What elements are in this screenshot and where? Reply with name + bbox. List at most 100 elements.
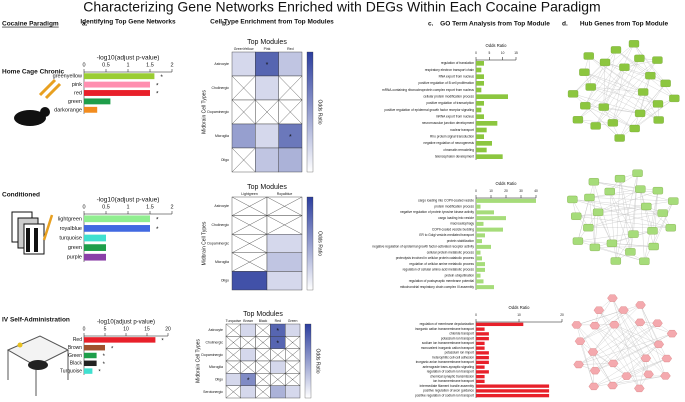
network-node bbox=[604, 187, 615, 196]
y-tick-label: negative regulation of epidermal growth … bbox=[372, 245, 474, 249]
x-tick-label: 20 bbox=[560, 313, 564, 317]
network-edge bbox=[594, 298, 613, 326]
network-node bbox=[579, 68, 590, 76]
network-edge bbox=[613, 323, 658, 364]
network-edge bbox=[576, 304, 641, 326]
bar bbox=[84, 90, 150, 96]
network-edge bbox=[593, 181, 674, 202]
column-label: Green bbox=[288, 319, 298, 323]
network-edge bbox=[572, 93, 635, 129]
cross bbox=[255, 373, 271, 386]
y-tick-label: chloride transport bbox=[449, 332, 474, 336]
y-tick-label: protein modification process bbox=[434, 204, 474, 208]
bar bbox=[476, 227, 503, 232]
x-tick-label: 0.5 bbox=[102, 62, 110, 68]
network-node bbox=[638, 88, 649, 96]
network-node bbox=[660, 372, 671, 380]
row-label: Dopaminergic bbox=[207, 110, 229, 114]
cell bbox=[285, 323, 301, 337]
bar bbox=[84, 234, 106, 242]
network-edge bbox=[614, 324, 659, 345]
conditioning-icon bbox=[11, 211, 54, 255]
heatmap-title: Top Modules bbox=[243, 311, 283, 318]
bar bbox=[476, 279, 484, 284]
bar bbox=[84, 344, 105, 351]
bar bbox=[476, 285, 494, 290]
row-label: Microglia bbox=[215, 260, 229, 264]
network-edge bbox=[584, 72, 659, 121]
x-tick-label: 20 bbox=[165, 326, 171, 332]
network-edge bbox=[577, 119, 613, 123]
cross bbox=[285, 336, 301, 349]
x-axis-title: Odds Ratio bbox=[486, 43, 508, 48]
network-edge bbox=[603, 49, 617, 108]
row-label: Astrocyte bbox=[214, 204, 229, 208]
cross bbox=[255, 323, 271, 337]
cross bbox=[231, 75, 256, 101]
cross bbox=[231, 252, 268, 272]
cell bbox=[270, 385, 286, 399]
network-node bbox=[607, 294, 618, 302]
network-edge bbox=[598, 188, 641, 213]
row-label: Home Cage Chronic bbox=[2, 69, 65, 76]
network-edge bbox=[578, 333, 673, 365]
network-edge bbox=[604, 62, 675, 99]
y-tick-label: red bbox=[74, 90, 82, 96]
significance-mark: * bbox=[156, 82, 159, 89]
network-edge bbox=[619, 75, 651, 139]
column-label: Red bbox=[287, 47, 293, 51]
cross bbox=[266, 215, 303, 235]
network-node bbox=[634, 109, 646, 118]
network-edge bbox=[640, 304, 659, 345]
network-edge bbox=[630, 173, 638, 252]
network-node bbox=[583, 52, 594, 60]
network-node bbox=[639, 257, 650, 265]
network-edge bbox=[640, 322, 673, 334]
network-node bbox=[632, 169, 643, 177]
bar bbox=[476, 221, 484, 226]
self-admin-icon bbox=[6, 335, 70, 396]
network-node bbox=[653, 340, 664, 348]
y-tick-label: green bbox=[68, 99, 82, 105]
cross bbox=[278, 99, 303, 125]
column-header: Identifying Top Gene Networks bbox=[80, 19, 176, 26]
colorbar-title: Odds Ratio bbox=[317, 231, 323, 256]
row-label: Cholinergic bbox=[211, 223, 229, 227]
network-edge bbox=[619, 178, 634, 235]
network-edge bbox=[579, 304, 641, 342]
y-tick-label: regulation of postsynaptic membrane pote… bbox=[409, 279, 474, 283]
bar bbox=[84, 368, 93, 374]
network-node bbox=[628, 230, 639, 238]
network-node bbox=[606, 239, 618, 247]
y-tick-label: protein ubiquitination bbox=[445, 273, 475, 277]
column-header: Cocaine Paradigm bbox=[2, 21, 59, 28]
network-edge bbox=[623, 310, 666, 376]
x-tick-label: 1.5 bbox=[146, 204, 154, 210]
network-edge bbox=[578, 363, 614, 365]
y-tick-label: regulation of cellular amine metabolic p… bbox=[409, 262, 474, 266]
x-tick-label: 0 bbox=[83, 326, 86, 332]
network-node bbox=[610, 257, 621, 265]
row-label: Oligo bbox=[221, 158, 229, 162]
bar bbox=[476, 250, 481, 255]
cell bbox=[266, 271, 303, 291]
network-edge bbox=[572, 43, 635, 94]
y-tick-label: respiratory electron transport chain bbox=[425, 68, 474, 72]
network-edge bbox=[585, 105, 641, 114]
network-edge bbox=[640, 189, 645, 262]
y-tick-label: cargo loading into COPII-coated vesicle bbox=[418, 199, 474, 203]
row-label: Dopaminergic bbox=[201, 353, 223, 357]
network-node bbox=[571, 212, 582, 220]
cell bbox=[278, 147, 303, 173]
network-edge bbox=[633, 43, 666, 84]
y-tick-label: turquoise bbox=[59, 235, 82, 241]
cell bbox=[231, 51, 256, 77]
network-edge bbox=[589, 197, 613, 244]
bar bbox=[476, 360, 489, 365]
cell-label: * bbox=[289, 134, 292, 141]
bar bbox=[84, 352, 97, 359]
network-edge bbox=[653, 190, 659, 247]
x-tick-label: 10 bbox=[501, 51, 505, 55]
network-edge bbox=[577, 240, 645, 262]
column-label: Royalblue bbox=[277, 192, 293, 196]
